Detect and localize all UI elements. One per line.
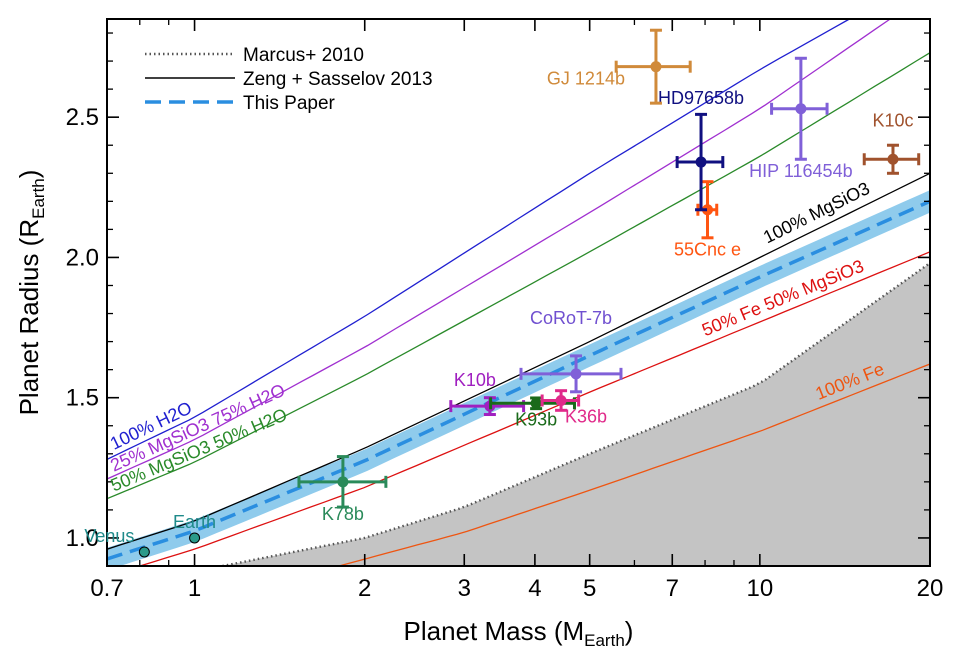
planet-gj-1214b: GJ 1214b [547, 28, 692, 105]
x-tick-label: 7 [666, 575, 679, 602]
excluded-region [222, 263, 930, 566]
curve-4 [139, 251, 930, 566]
legend-label: Zeng + Sasselov 2013 [243, 69, 433, 90]
planet-venus: Venus [84, 526, 150, 558]
x-tick-label: 3 [458, 575, 471, 602]
planet-label: HIP 116454b [749, 161, 852, 181]
planet-marker [555, 394, 567, 406]
planet-label: K36b [565, 406, 607, 426]
planet-marker [189, 532, 201, 544]
planet-k10c: K10c [862, 110, 921, 175]
this-paper-fit-line [107, 199, 930, 561]
planet-label: K10b [454, 370, 496, 390]
x-tick-label: 4 [528, 575, 541, 602]
planet-k78b: K78b [297, 455, 388, 524]
y-tick-label: 1.5 [66, 385, 99, 412]
planet-hd97658b: HD97658b [658, 88, 744, 212]
planet-marker [701, 204, 713, 216]
planet-marker [795, 103, 807, 115]
curve-1 [107, 19, 892, 480]
x-tick-label: 2 [358, 575, 371, 602]
planet-marker [337, 476, 349, 488]
legend-label: Marcus+ 2010 [243, 45, 364, 66]
legend-label: This Paper [243, 93, 336, 114]
planet-marker [650, 61, 662, 73]
planet-label: K78b [322, 504, 364, 524]
planet-55cnc-e: 55Cnc e [674, 180, 741, 260]
x-axis-title: Planet Mass (MEarth) [404, 616, 634, 650]
legend: Marcus+ 2010 Zeng + Sasselov 2013 This Pap… [145, 45, 433, 114]
x-tick-label: 10 [746, 575, 773, 602]
planet-label: Earth [173, 512, 216, 532]
axes: 0.7 1 2 3 4 5 7 10 20 1.0 1.5 2.0 2.5 [66, 18, 944, 602]
y-axis-title: Planet Radius (REarth) [14, 170, 48, 416]
planet-earth: Earth [173, 512, 216, 544]
planet-marker [887, 153, 899, 165]
curve-5 [338, 363, 930, 566]
planet-label: HD97658b [658, 88, 744, 108]
y-tick-label: 2.5 [66, 104, 99, 131]
planet-hip-116454b: HIP 116454b [749, 56, 853, 181]
plot-frame [106, 18, 931, 567]
curve-0 [107, 19, 851, 460]
x-tick-label: 5 [583, 575, 596, 602]
planet-marker [138, 546, 150, 558]
curve-3 [107, 172, 930, 550]
y-tick-label: 1.0 [66, 525, 99, 552]
planet-marker [570, 368, 582, 380]
planet-label: K93b [515, 409, 557, 429]
planet-label: CoRoT-7b [530, 308, 612, 328]
planet-corot-7b: CoRoT-7b [519, 308, 623, 394]
planet-label: Venus [84, 526, 134, 546]
curve-2 [107, 52, 930, 500]
y-tick-label: 2.0 [66, 244, 99, 271]
x-tick-label: 1 [188, 575, 201, 602]
planet-marker [530, 397, 542, 409]
this-paper-band [107, 190, 930, 566]
x-tick-label: 20 [917, 575, 944, 602]
planet-label: 55Cnc e [674, 240, 741, 260]
x-tick-label: 0.7 [90, 575, 123, 602]
plot-area [107, 19, 930, 566]
planet-k36b: K36b [540, 389, 607, 426]
planet-label: GJ 1214b [547, 69, 625, 89]
planet-label: K10c [872, 110, 913, 130]
planet-marker [695, 156, 707, 168]
